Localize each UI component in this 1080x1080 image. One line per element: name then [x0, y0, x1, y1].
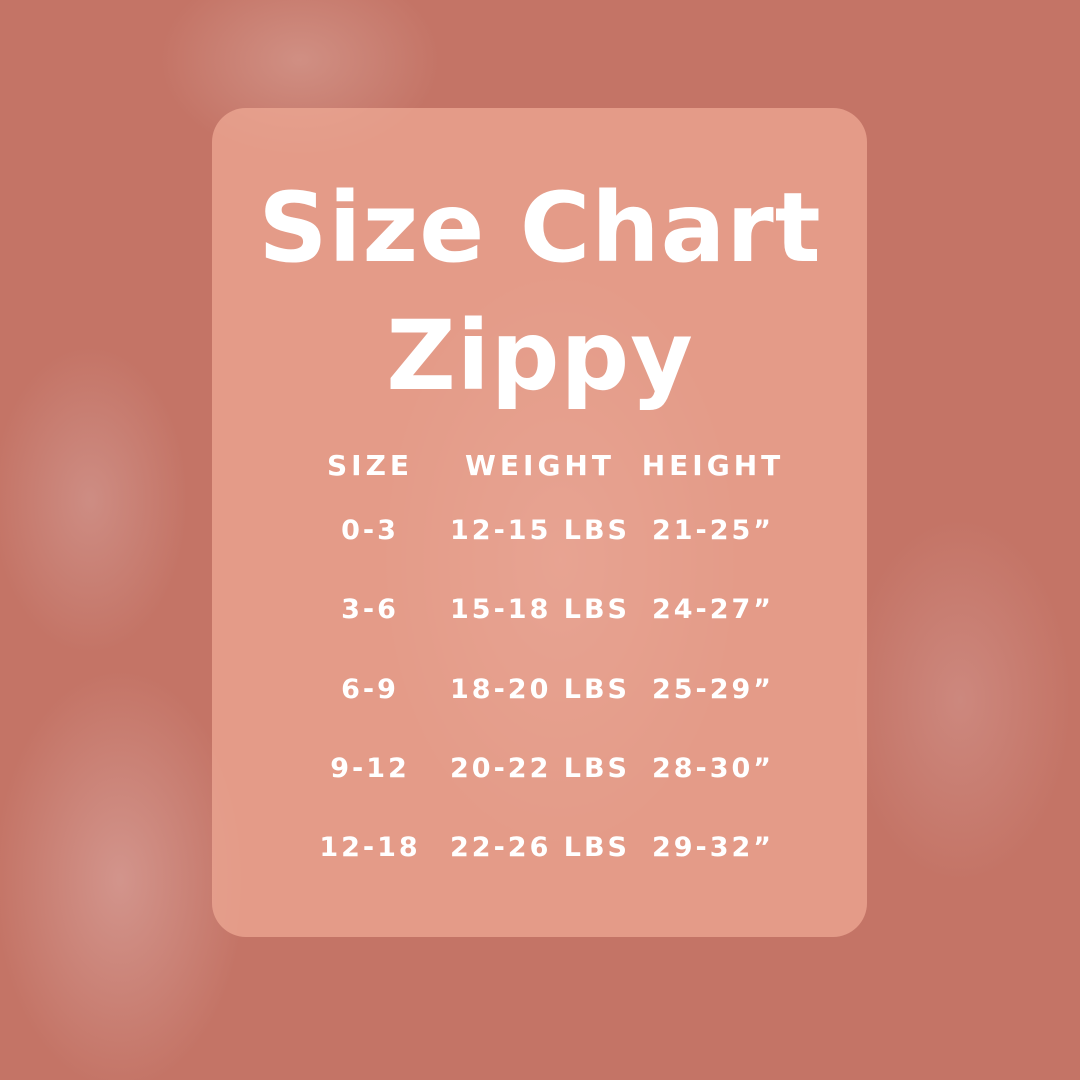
- header-size: SIZE: [326, 449, 413, 482]
- table-cell-size: 3-6: [341, 594, 399, 625]
- table-cell-weight: 12-15 LBS: [450, 515, 630, 546]
- title-line-2: Zippy: [386, 300, 694, 412]
- size-chart-panel: [212, 108, 867, 937]
- table-cell-height: 28-30”: [651, 753, 775, 784]
- title-line-1: Size Chart: [258, 172, 822, 284]
- table-cell-weight: 18-20 LBS: [450, 674, 630, 705]
- table-cell-size: 9-12: [330, 753, 410, 784]
- table-cell-weight: 20-22 LBS: [450, 753, 630, 784]
- table-cell-weight: 22-26 LBS: [450, 832, 630, 863]
- header-weight: WEIGHT: [465, 449, 615, 482]
- table-cell-height: 21-25”: [651, 515, 775, 546]
- table-cell-size: 6-9: [341, 674, 399, 705]
- table-cell-height: 25-29”: [651, 674, 775, 705]
- table-cell-weight: 15-18 LBS: [450, 594, 630, 625]
- header-height: HEIGHT: [641, 449, 785, 482]
- table-cell-size: 12-18: [319, 832, 421, 863]
- table-cell-height: 29-32”: [651, 832, 775, 863]
- table-cell-height: 24-27”: [651, 594, 775, 625]
- table-cell-size: 0-3: [341, 515, 399, 546]
